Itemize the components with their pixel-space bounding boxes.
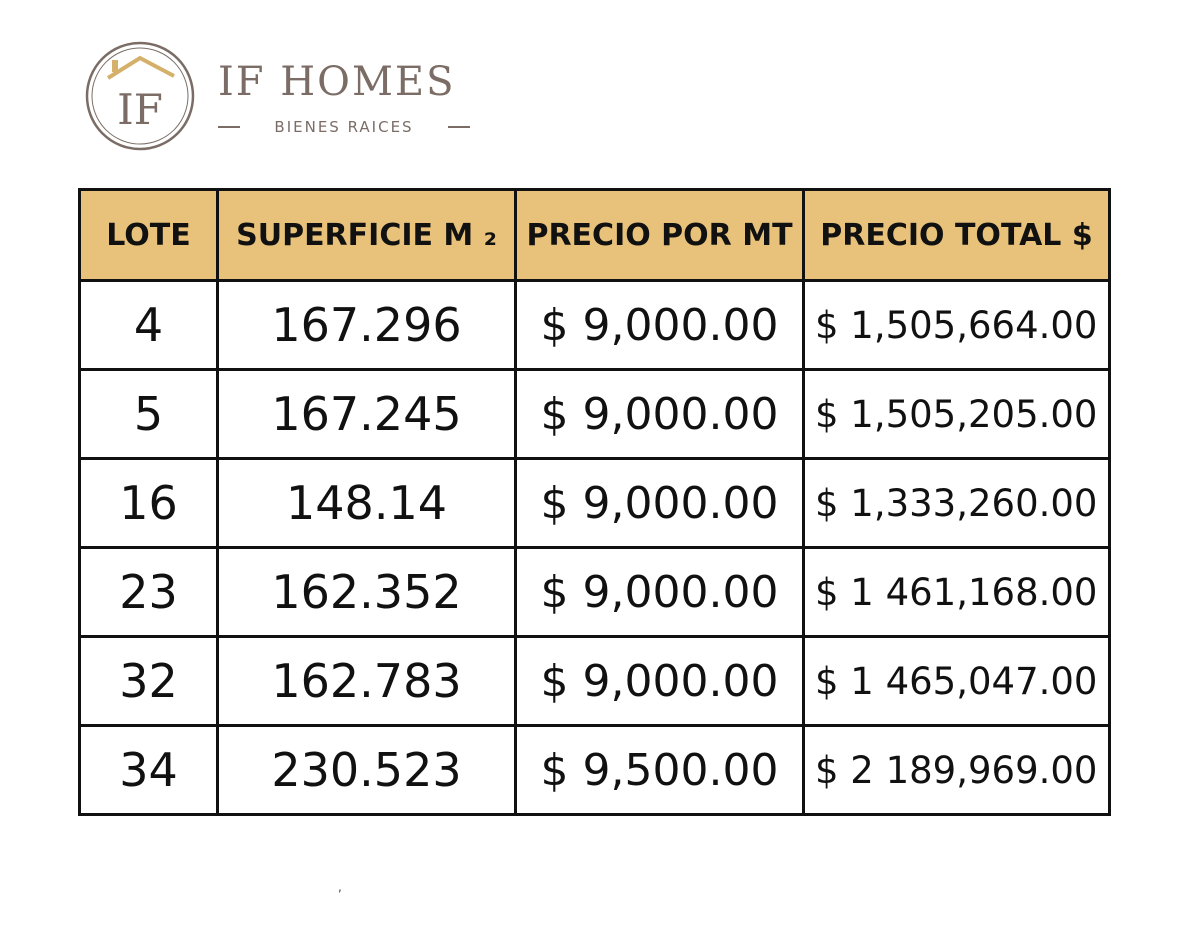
cell-superficie: 148.14	[216, 457, 517, 549]
lot-price-table: LOTE SUPERFICIE M ₂ PRECIO POR MT PRECIO…	[78, 188, 1111, 816]
brand-logo: IF IF HOMES BIENES RAICES	[84, 40, 484, 156]
table-row: 5 167.245 $ 9,000.00 $ 1,505,205.00	[78, 368, 1111, 460]
divider-line	[218, 126, 240, 128]
header-lote: LOTE	[78, 188, 219, 282]
cell-superficie: 167.245	[216, 368, 517, 460]
cell-lote: 4	[78, 279, 219, 371]
cell-superficie: 230.523	[216, 724, 517, 816]
header-superficie: SUPERFICIE M ₂	[216, 188, 517, 282]
cell-precio-mt: $ 9,000.00	[514, 457, 805, 549]
cell-precio-mt: $ 9,500.00	[514, 724, 805, 816]
cell-precio-mt: $ 9,000.00	[514, 635, 805, 727]
cell-precio-total: $ 1 461,168.00	[802, 546, 1111, 638]
cell-superficie: 162.352	[216, 546, 517, 638]
stray-mark: ,	[338, 880, 342, 894]
tagline-text: BIENES RAICES	[274, 118, 414, 136]
table-header-row: LOTE SUPERFICIE M ₂ PRECIO POR MT PRECIO…	[78, 188, 1111, 282]
divider-line	[448, 126, 470, 128]
cell-superficie: 162.783	[216, 635, 517, 727]
cell-precio-total: $ 2 189,969.00	[802, 724, 1111, 816]
brand-name: IF HOMES	[218, 59, 456, 105]
cell-precio-total: $ 1 465,047.00	[802, 635, 1111, 727]
cell-lote: 16	[78, 457, 219, 549]
table-row: 34 230.523 $ 9,500.00 $ 2 189,969.00	[78, 724, 1111, 816]
cell-lote: 32	[78, 635, 219, 727]
logo-letters: IF	[117, 85, 163, 134]
table-row: 16 148.14 $ 9,000.00 $ 1,333,260.00	[78, 457, 1111, 549]
table-row: 4 167.296 $ 9,000.00 $ 1,505,664.00	[78, 279, 1111, 371]
cell-lote: 5	[78, 368, 219, 460]
cell-precio-total: $ 1,505,664.00	[802, 279, 1111, 371]
cell-precio-total: $ 1,333,260.00	[802, 457, 1111, 549]
table-row: 23 162.352 $ 9,000.00 $ 1 461,168.00	[78, 546, 1111, 638]
cell-precio-mt: $ 9,000.00	[514, 546, 805, 638]
header-precio-total: PRECIO TOTAL $	[802, 188, 1111, 282]
cell-precio-mt: $ 9,000.00	[514, 368, 805, 460]
cell-precio-total: $ 1,505,205.00	[802, 368, 1111, 460]
table-row: 32 162.783 $ 9,000.00 $ 1 465,047.00	[78, 635, 1111, 727]
cell-precio-mt: $ 9,000.00	[514, 279, 805, 371]
cell-superficie: 167.296	[216, 279, 517, 371]
cell-lote: 34	[78, 724, 219, 816]
if-homes-emblem-icon: IF	[85, 41, 195, 151]
header-precio-por-mt: PRECIO POR MT	[514, 188, 805, 282]
cell-lote: 23	[78, 546, 219, 638]
brand-tagline: BIENES RAICES	[218, 118, 470, 136]
